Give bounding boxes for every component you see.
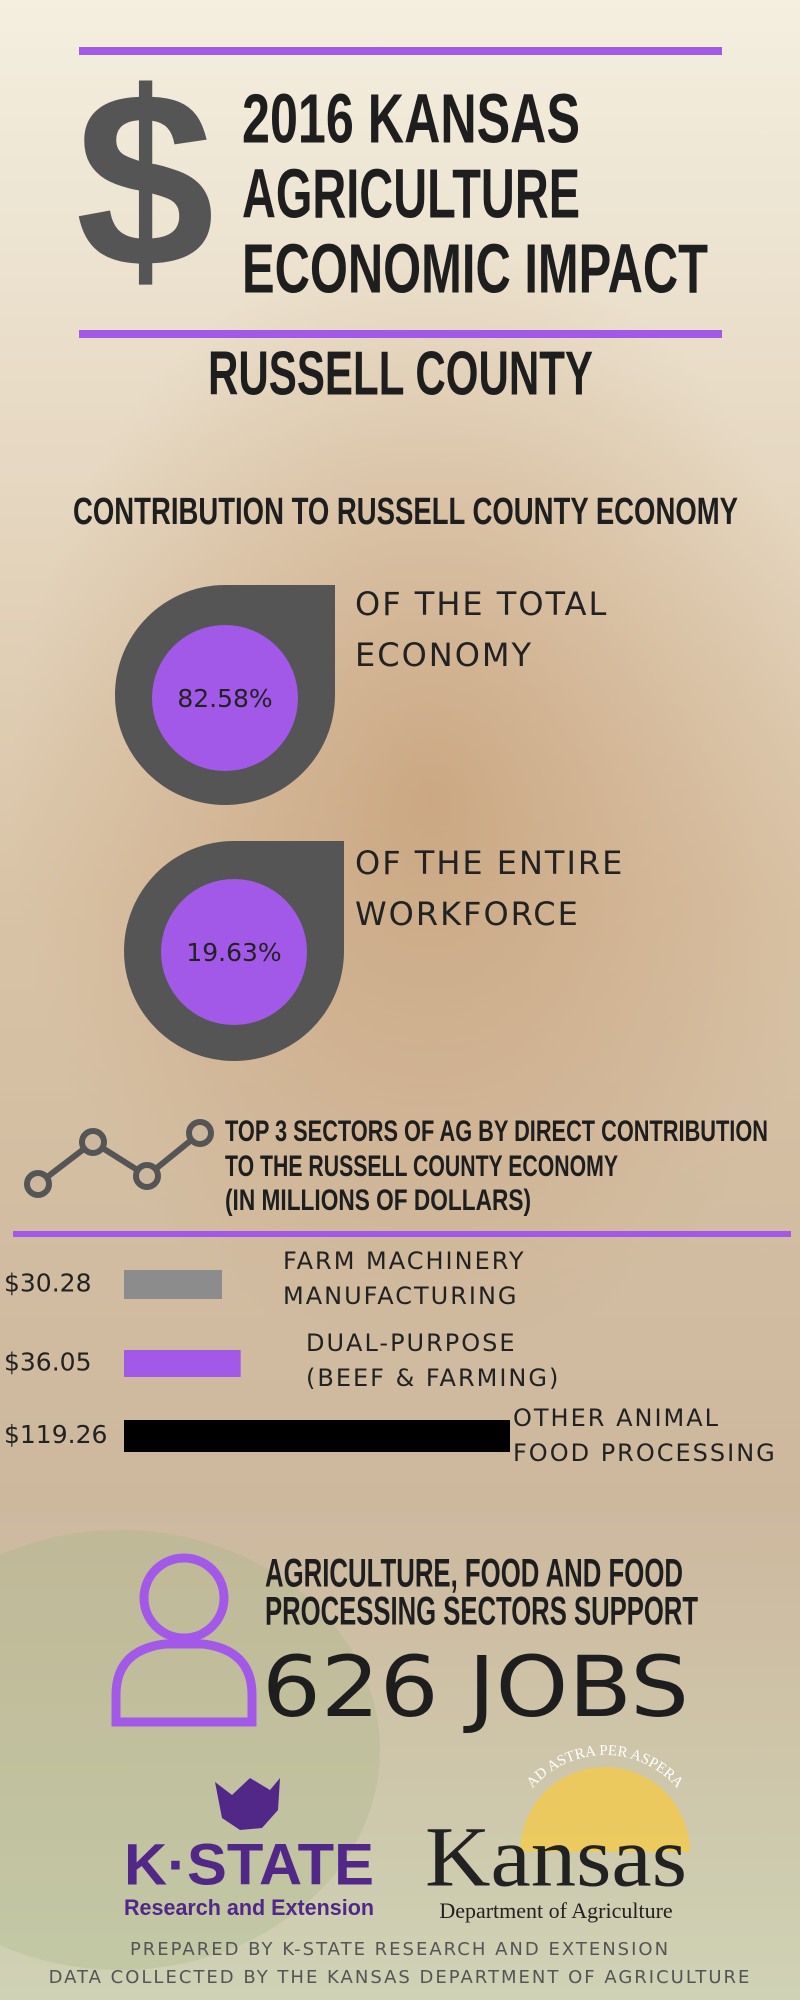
value-label: $36.05: [4, 1348, 91, 1377]
value-label: $30.28: [4, 1269, 91, 1298]
kansas-name: Kansas: [425, 1809, 687, 1905]
bar: [124, 1350, 241, 1377]
category-label: OTHER ANIMAL FOOD PROCESSING: [513, 1404, 777, 1467]
stat-label: OF THE ENTIRE: [355, 844, 624, 882]
footer-line: PREPARED BY K-STATE RESEARCH AND EXTENSI…: [130, 1939, 670, 1960]
category-label: DUAL-PURPOSE (BEEF & FARMING): [306, 1329, 561, 1392]
kstate-cat-logo: [215, 1778, 280, 1830]
title-line: AGRICULTURE: [242, 154, 580, 232]
kansas-sun: [520, 1767, 690, 1852]
kstate-subtitle: Research and Extension: [124, 1895, 374, 1920]
jobs-text: PROCESSING SECTORS SUPPORT: [265, 1590, 698, 1634]
title-line: 2016 KANSAS: [242, 79, 580, 157]
jobs-count: 626 JOBS: [262, 1638, 689, 1736]
bar: [124, 1420, 510, 1452]
background-photo: [10, 240, 800, 1360]
kstate-name: K·STATE: [124, 1832, 374, 1897]
stat-label: WORKFORCE: [355, 895, 580, 933]
background-grass: [0, 1530, 380, 1970]
category-label-box: FARM MACHINERY MANUFACTURING: [283, 1247, 526, 1310]
stat-label: ECONOMY: [355, 636, 533, 674]
bar: [124, 1270, 223, 1299]
value-label: $119.26: [4, 1420, 107, 1449]
person-icon: [111, 1553, 257, 1727]
stat-circle: [152, 625, 298, 771]
dollar-icon: $: [75, 40, 214, 319]
divider: [79, 330, 722, 338]
category-label-box: OTHER ANIMAL FOOD PROCESSING: [513, 1404, 777, 1467]
stat-circle: [161, 879, 307, 1025]
chart-title: (IN MILLIONS OF DOLLARS): [225, 1184, 531, 1217]
divider: [79, 47, 722, 55]
section-title: CONTRIBUTION TO RUSSELL COUNTY ECONOMY: [73, 491, 738, 533]
chart-title: TOP 3 SECTORS OF AG BY DIRECT CONTRIBUTI…: [225, 1115, 768, 1148]
stat-value: 82.58%: [177, 684, 272, 713]
stat-label: OF THE TOTAL: [355, 585, 608, 623]
title-line: ECONOMIC IMPACT: [242, 229, 708, 307]
category-label-box: DUAL-PURPOSE (BEEF & FARMING): [306, 1329, 561, 1392]
county-name: RUSSELL COUNTY: [208, 339, 593, 408]
line-icon: [24, 1119, 214, 1198]
jobs-text: AGRICULTURE, FOOD AND FOOD: [265, 1552, 683, 1596]
stat-value: 19.63%: [186, 938, 281, 967]
kansas-subtitle: Department of Agriculture: [439, 1898, 672, 1923]
chart-title: TO THE RUSSELL COUNTY ECONOMY: [225, 1150, 618, 1183]
footer-line: DATA COLLECTED BY THE KANSAS DEPARTMENT …: [49, 1967, 752, 1988]
divider: [13, 1231, 791, 1237]
category-label: FARM MACHINERY MANUFACTURING: [283, 1247, 526, 1310]
bar-chart: $30.28 FARM MACHINERY MANUFACTURING $36.05…: [4, 1247, 777, 1467]
